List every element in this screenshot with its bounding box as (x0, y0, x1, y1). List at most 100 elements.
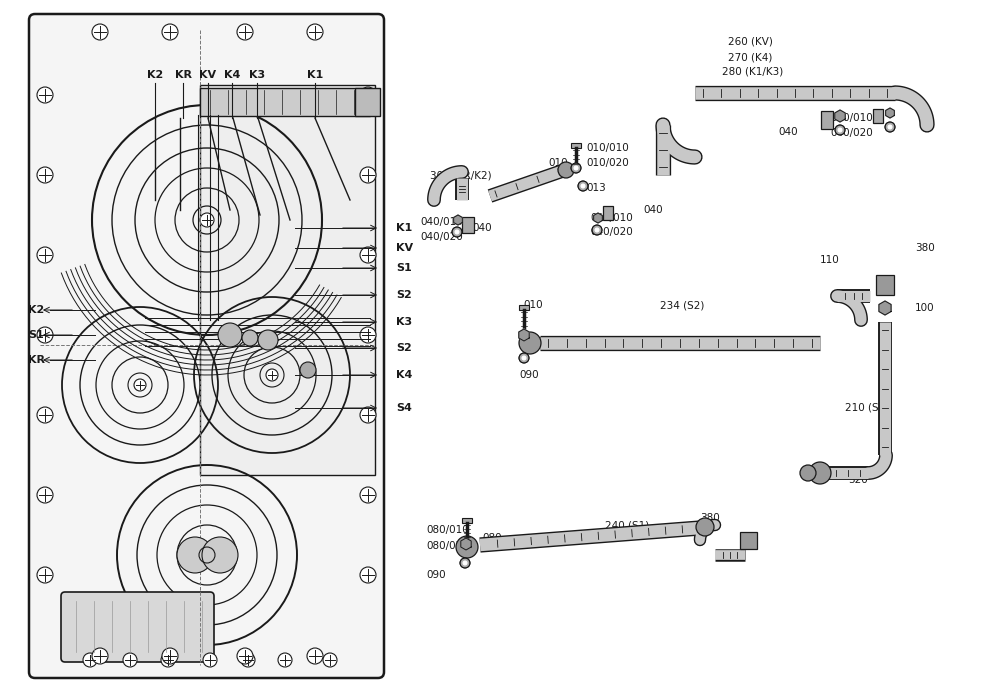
Text: 040/010: 040/010 (830, 113, 873, 123)
Text: 040: 040 (643, 205, 663, 215)
Text: 040/020: 040/020 (830, 128, 873, 138)
Circle shape (455, 230, 459, 234)
Circle shape (519, 353, 529, 363)
Circle shape (37, 167, 53, 183)
Text: S4: S4 (396, 403, 412, 413)
Text: 040/010: 040/010 (420, 217, 463, 227)
Circle shape (307, 648, 323, 664)
Bar (355, 88, 380, 116)
Text: K1: K1 (307, 70, 323, 80)
Circle shape (558, 162, 574, 178)
Circle shape (162, 24, 178, 40)
Text: 090: 090 (519, 370, 539, 380)
Bar (603, 206, 613, 220)
Polygon shape (835, 110, 845, 122)
Circle shape (581, 184, 585, 188)
Text: 270 (K4): 270 (K4) (728, 52, 772, 62)
Text: 010/010: 010/010 (586, 143, 629, 153)
Text: K3: K3 (396, 317, 412, 327)
Text: 040/020: 040/020 (590, 227, 633, 237)
Circle shape (360, 327, 376, 343)
Circle shape (595, 228, 599, 232)
Circle shape (574, 166, 578, 170)
Polygon shape (594, 213, 602, 223)
Text: 100: 100 (915, 303, 935, 313)
Text: 086: 086 (523, 337, 543, 347)
Text: 234 (S2): 234 (S2) (660, 300, 704, 310)
Text: 380: 380 (700, 513, 720, 523)
Circle shape (242, 330, 258, 346)
Circle shape (800, 465, 816, 481)
Circle shape (237, 648, 253, 664)
Circle shape (37, 247, 53, 263)
Circle shape (37, 567, 53, 583)
Circle shape (360, 167, 376, 183)
Circle shape (37, 487, 53, 503)
Circle shape (123, 653, 137, 667)
Text: S1: S1 (28, 330, 44, 340)
FancyBboxPatch shape (29, 14, 384, 678)
Text: 080: 080 (482, 533, 502, 543)
Circle shape (571, 163, 581, 173)
Circle shape (177, 537, 213, 573)
Text: S2: S2 (396, 290, 412, 300)
Bar (821, 111, 833, 129)
Circle shape (360, 247, 376, 263)
Circle shape (835, 125, 845, 135)
Bar (571, 143, 581, 148)
Text: K4: K4 (224, 70, 240, 80)
Text: S2: S2 (396, 343, 412, 353)
Text: KV: KV (199, 70, 217, 80)
Text: 260 (KV): 260 (KV) (728, 37, 773, 47)
Circle shape (92, 648, 108, 664)
Circle shape (37, 327, 53, 343)
Polygon shape (886, 108, 894, 118)
Circle shape (696, 518, 714, 536)
Bar (462, 217, 474, 233)
Bar (740, 531, 757, 549)
Bar (873, 109, 883, 123)
Text: 210 (S4): 210 (S4) (845, 403, 889, 413)
Circle shape (83, 653, 97, 667)
Circle shape (37, 87, 53, 103)
Bar (876, 275, 894, 295)
Text: 320: 320 (848, 475, 868, 485)
Circle shape (360, 487, 376, 503)
Circle shape (258, 330, 278, 350)
Text: KV: KV (396, 243, 413, 253)
Text: 280 (K1/K3): 280 (K1/K3) (722, 67, 783, 77)
Circle shape (323, 653, 337, 667)
Text: 040/020: 040/020 (420, 232, 463, 242)
Text: 300 (KR/K2): 300 (KR/K2) (430, 170, 492, 180)
Text: S1: S1 (396, 263, 412, 273)
Circle shape (360, 87, 376, 103)
Circle shape (452, 227, 462, 237)
Polygon shape (879, 301, 891, 315)
Circle shape (203, 653, 217, 667)
Circle shape (237, 24, 253, 40)
Circle shape (522, 356, 526, 360)
Text: 080/010: 080/010 (426, 525, 469, 535)
Circle shape (360, 407, 376, 423)
Circle shape (92, 24, 108, 40)
Circle shape (592, 225, 602, 235)
Text: 080/020: 080/020 (426, 541, 469, 551)
Circle shape (37, 407, 53, 423)
Text: 040/010: 040/010 (590, 213, 633, 223)
Text: KR: KR (175, 70, 192, 80)
Text: 110: 110 (820, 255, 840, 265)
Text: K2: K2 (147, 70, 163, 80)
Bar (519, 305, 529, 310)
Polygon shape (454, 215, 462, 225)
Circle shape (463, 561, 467, 565)
FancyBboxPatch shape (61, 592, 214, 662)
Circle shape (241, 653, 255, 667)
Text: 010: 010 (548, 158, 568, 168)
Circle shape (218, 323, 242, 347)
Circle shape (200, 213, 214, 227)
Text: 010/020: 010/020 (586, 158, 629, 168)
Polygon shape (461, 538, 471, 550)
Circle shape (460, 558, 470, 568)
Bar (200, 85, 375, 475)
Circle shape (888, 125, 892, 129)
